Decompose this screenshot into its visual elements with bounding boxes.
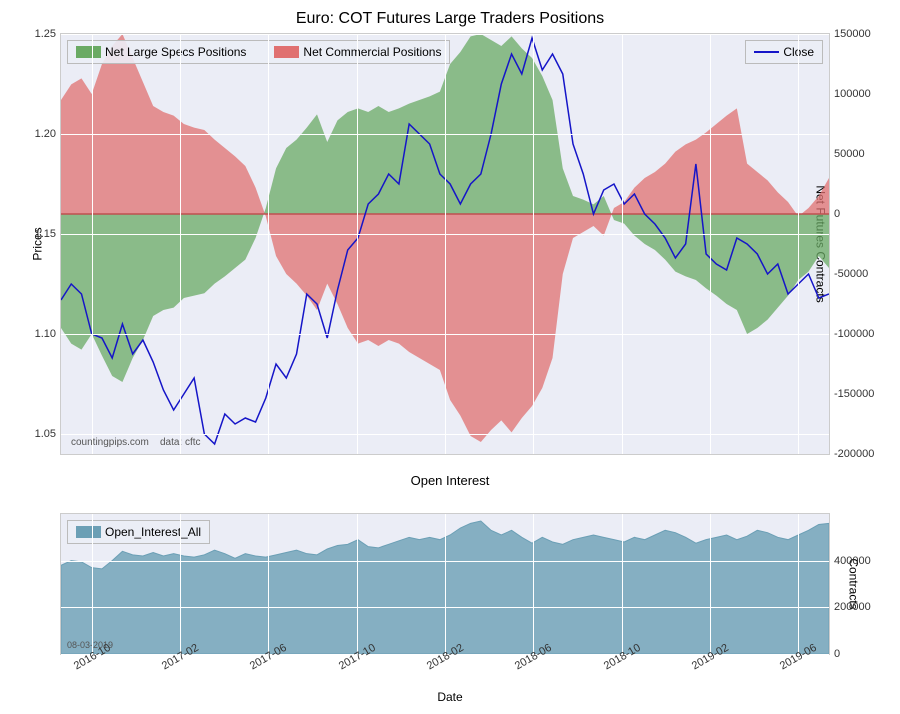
main-plot-area: Prices Net Futures Contracts Net Large S…	[60, 33, 830, 455]
legend-close: Close	[745, 40, 823, 64]
legend-swatch-specs	[76, 46, 101, 58]
main-chart-title: Euro: COT Futures Large Traders Position…	[10, 10, 890, 28]
legend-line-close	[754, 51, 779, 53]
legend-swatch-commercial	[274, 46, 299, 58]
sub-plot-area: Contracts Open_Interest_All 08-03-2019 0…	[60, 513, 830, 655]
chart-container: Euro: COT Futures Large Traders Position…	[10, 10, 890, 704]
x-axis-label: Date	[10, 690, 890, 704]
sub-chart-title: Open Interest	[10, 473, 890, 488]
legend-label-oi: Open_Interest_All	[105, 525, 201, 539]
legend-label-specs: Net Large Specs Positions	[105, 45, 246, 59]
legend-label-commercial: Net Commercial Positions	[303, 45, 441, 59]
legend-positions: Net Large Specs Positions Net Commercial…	[67, 40, 450, 64]
legend-open-interest: Open_Interest_All	[67, 520, 210, 544]
watermark-source: countingpips.com data: cftc	[71, 437, 201, 448]
legend-swatch-oi	[76, 526, 101, 538]
